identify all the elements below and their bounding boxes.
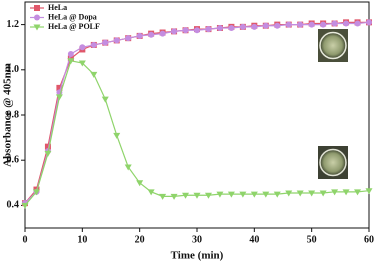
data-point [194, 27, 200, 34]
data-point [285, 21, 292, 28]
y-tick-label: 1.0 [7, 64, 20, 75]
y-tick-label: 0.6 [7, 154, 20, 165]
data-point [216, 191, 224, 198]
data-point [239, 191, 247, 198]
data-point [308, 21, 315, 28]
data-point [262, 191, 270, 198]
data-point [331, 189, 339, 196]
data-point [297, 21, 304, 28]
data-point [250, 191, 258, 198]
legend-label: HeLa @ Dopa [48, 12, 97, 21]
data-point [101, 96, 109, 103]
data-point [262, 22, 269, 29]
data-point [56, 84, 63, 91]
data-point [216, 24, 223, 31]
legend-marker [33, 24, 41, 31]
data-point [78, 60, 86, 67]
data-point [147, 189, 155, 196]
x-tick-label: 0 [23, 234, 28, 245]
data-point [102, 39, 109, 46]
data-point [125, 35, 132, 42]
x-tick-label: 50 [307, 234, 317, 245]
data-point [21, 202, 29, 209]
data-point [148, 31, 155, 38]
data-point [205, 26, 212, 33]
data-point [113, 37, 120, 44]
y-tick-label: 1.2 [7, 19, 20, 30]
x-tick-label: 60 [364, 234, 374, 245]
data-point [113, 132, 121, 139]
data-point [55, 94, 63, 101]
data-point [90, 71, 98, 78]
x-tick-label: 20 [135, 234, 145, 245]
data-point [342, 189, 350, 196]
data-point [204, 192, 212, 199]
data-point [67, 50, 74, 57]
data-point [79, 44, 86, 51]
data-point [193, 192, 201, 199]
data-point [285, 190, 293, 197]
data-point [251, 23, 258, 30]
y-axis-label: Absorbance @ 405nm [2, 63, 14, 167]
x-tick-label: 10 [77, 234, 87, 245]
series-line [24, 21, 369, 204]
data-point [239, 23, 246, 30]
photo-bottom [318, 146, 348, 179]
data-point [273, 191, 281, 198]
data-point [171, 28, 178, 35]
legend-marker [34, 5, 40, 11]
data-point [354, 20, 361, 27]
x-tick-label: 30 [192, 234, 202, 245]
data-point [124, 164, 132, 171]
data-point [274, 22, 281, 29]
series-line [24, 21, 370, 204]
series-line [24, 60, 370, 206]
data-point [296, 190, 304, 197]
data-point [159, 30, 166, 37]
data-point [319, 190, 327, 197]
data-point [170, 193, 178, 200]
data-point [136, 32, 143, 39]
data-point [343, 20, 350, 27]
data-point [227, 191, 235, 198]
data-point [366, 19, 372, 26]
y-tick-label: 0.4 [7, 200, 20, 211]
legend-label: HeLa @ POLF [48, 22, 100, 31]
data-point [182, 27, 189, 34]
data-point [90, 41, 97, 48]
y-tick-label: 0.8 [7, 109, 20, 120]
data-point [331, 20, 338, 27]
data-point [308, 190, 316, 197]
photo-top [318, 29, 348, 62]
data-point [228, 24, 235, 31]
data-point [365, 188, 373, 195]
data-point [320, 21, 327, 28]
data-point [44, 150, 52, 157]
legend-label: HeLa [48, 3, 67, 12]
data-point [159, 193, 167, 200]
x-axis-label: Time (min) [171, 250, 224, 262]
data-point [136, 180, 144, 187]
data-point [182, 192, 190, 199]
data-point [44, 143, 51, 150]
data-point [67, 58, 75, 65]
data-point [32, 189, 40, 196]
x-tick-label: 40 [249, 234, 259, 245]
legend-marker [34, 14, 40, 21]
data-point [354, 189, 362, 196]
